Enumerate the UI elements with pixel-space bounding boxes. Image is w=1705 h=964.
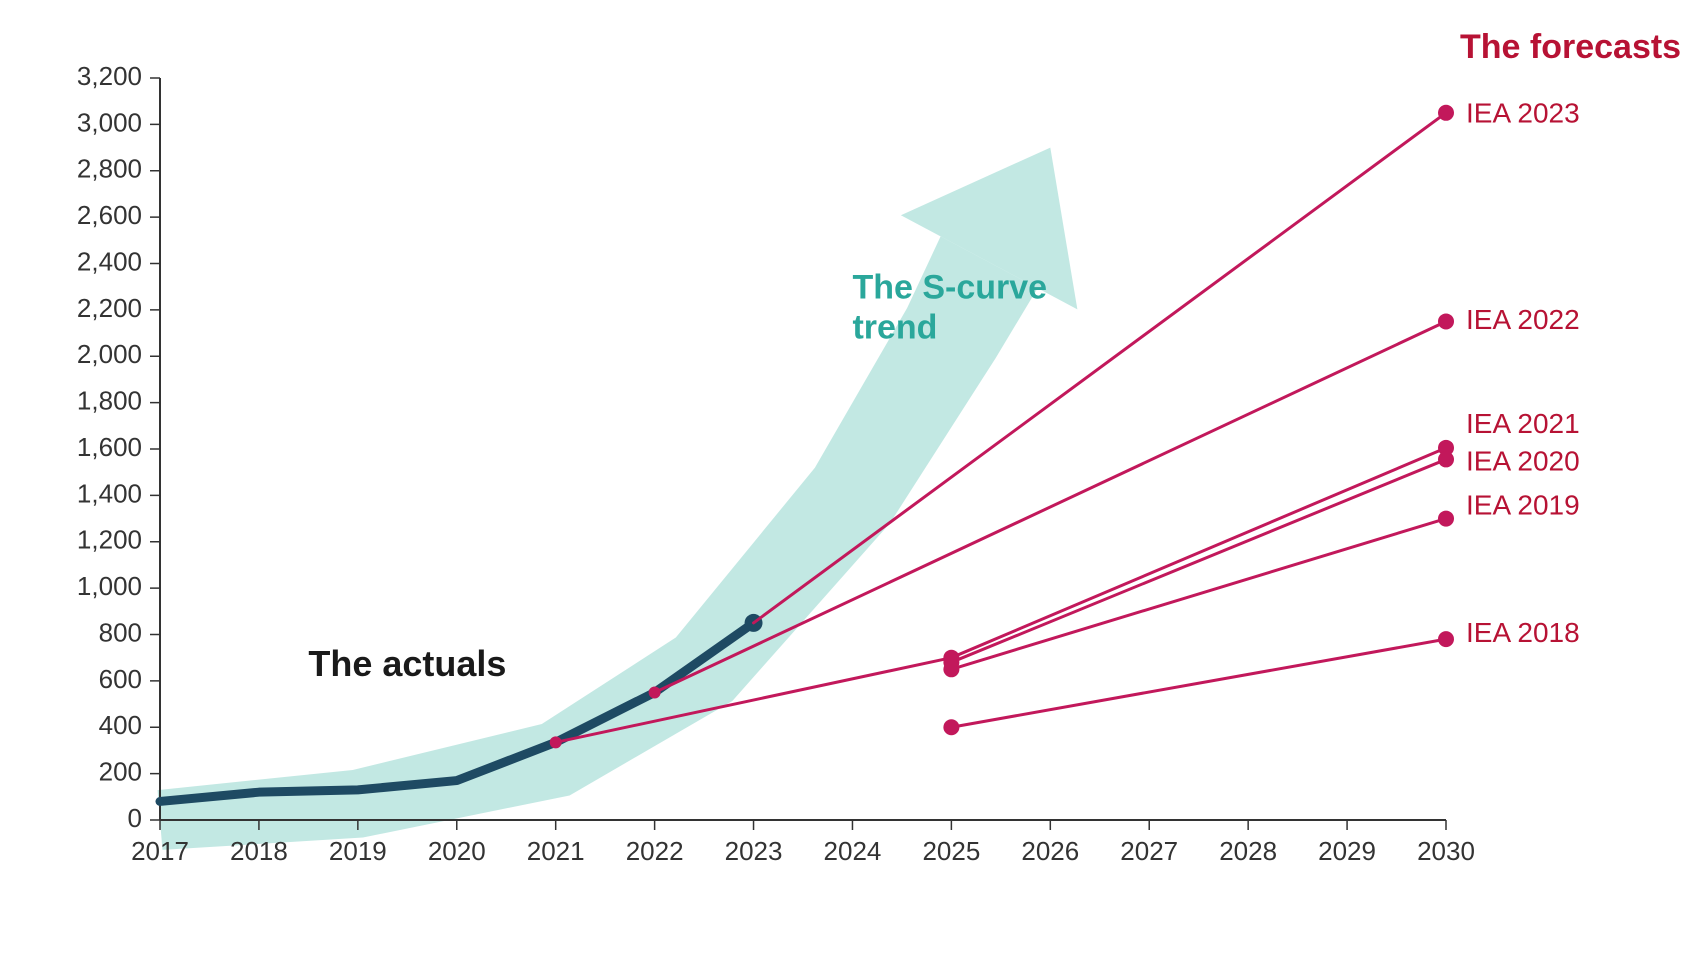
- forecast-end-label: IEA 2020: [1466, 445, 1580, 476]
- y-tick-label: 1,200: [77, 525, 142, 555]
- forecast-marker: [1438, 631, 1454, 647]
- s-curve-annotation-line1: The S-curve: [852, 268, 1047, 306]
- x-tick-label: 2019: [329, 836, 387, 866]
- forecast-end-label: IEA 2023: [1466, 97, 1580, 128]
- y-tick-label: 400: [99, 710, 142, 740]
- forecast-marker: [1438, 313, 1454, 329]
- forecast-line: [951, 639, 1446, 727]
- y-tick-label: 1,400: [77, 478, 142, 508]
- x-tick-label: 2026: [1021, 836, 1079, 866]
- x-tick-label: 2030: [1417, 836, 1475, 866]
- y-tick-label: 0: [128, 803, 142, 833]
- y-tick-label: 2,400: [77, 246, 142, 276]
- y-tick-label: 2,200: [77, 293, 142, 323]
- y-tick-label: 2,000: [77, 339, 142, 369]
- s-curve-annotation-line2: trend: [852, 308, 937, 346]
- x-tick-label: 2017: [131, 836, 189, 866]
- x-tick-label: 2022: [626, 836, 684, 866]
- y-tick-label: 3,200: [77, 61, 142, 91]
- forecast-marker: [943, 661, 959, 677]
- y-tick-label: 3,000: [77, 107, 142, 137]
- axes-layer: 0 200 400 600 800 1,000 1,200 1,400 1,600 1,800 2,…: [77, 61, 1475, 866]
- chart-svg: 0 200 400 600 800 1,000 1,200 1,400 1,600 1,800 2,…: [0, 0, 1705, 964]
- forecast-marker: [1438, 451, 1454, 467]
- actuals-annotation: The actuals: [308, 643, 506, 684]
- x-tick-label: 2023: [725, 836, 783, 866]
- x-tick-label: 2020: [428, 836, 486, 866]
- y-tick-label: 2,800: [77, 154, 142, 184]
- y-tick-label: 1,800: [77, 386, 142, 416]
- x-tick-label: 2025: [922, 836, 980, 866]
- forecast-line: [754, 113, 1446, 623]
- forecast-end-label: IEA 2019: [1466, 489, 1580, 520]
- x-tick-label: 2018: [230, 836, 288, 866]
- forecast-line: [951, 459, 1446, 662]
- y-tick-label: 1,600: [77, 432, 142, 462]
- x-tick-label: 2021: [527, 836, 585, 866]
- forecast-end-label: IEA 2021: [1466, 408, 1580, 439]
- y-tick-label: 800: [99, 617, 142, 647]
- x-tick-label: 2029: [1318, 836, 1376, 866]
- x-tick-label: 2024: [824, 836, 882, 866]
- y-tick-label: 2,600: [77, 200, 142, 230]
- forecast-end-label: IEA 2018: [1466, 617, 1580, 648]
- x-tick-label: 2028: [1219, 836, 1277, 866]
- x-tick-label: 2027: [1120, 836, 1178, 866]
- forecast-marker: [943, 719, 959, 735]
- y-tick-label: 200: [99, 757, 142, 787]
- forecast-marker: [1438, 105, 1454, 121]
- chart-container: 0 200 400 600 800 1,000 1,200 1,400 1,600 1,800 2,…: [0, 0, 1705, 964]
- forecast-line: [951, 519, 1446, 670]
- y-tick-label: 1,000: [77, 571, 142, 601]
- forecasts-title: The forecasts: [1460, 28, 1681, 66]
- forecast-end-label: IEA 2022: [1466, 304, 1580, 335]
- y-tick-label: 600: [99, 664, 142, 694]
- forecast-marker: [1438, 511, 1454, 527]
- s-curve-arrow-layer: [158, 148, 1078, 850]
